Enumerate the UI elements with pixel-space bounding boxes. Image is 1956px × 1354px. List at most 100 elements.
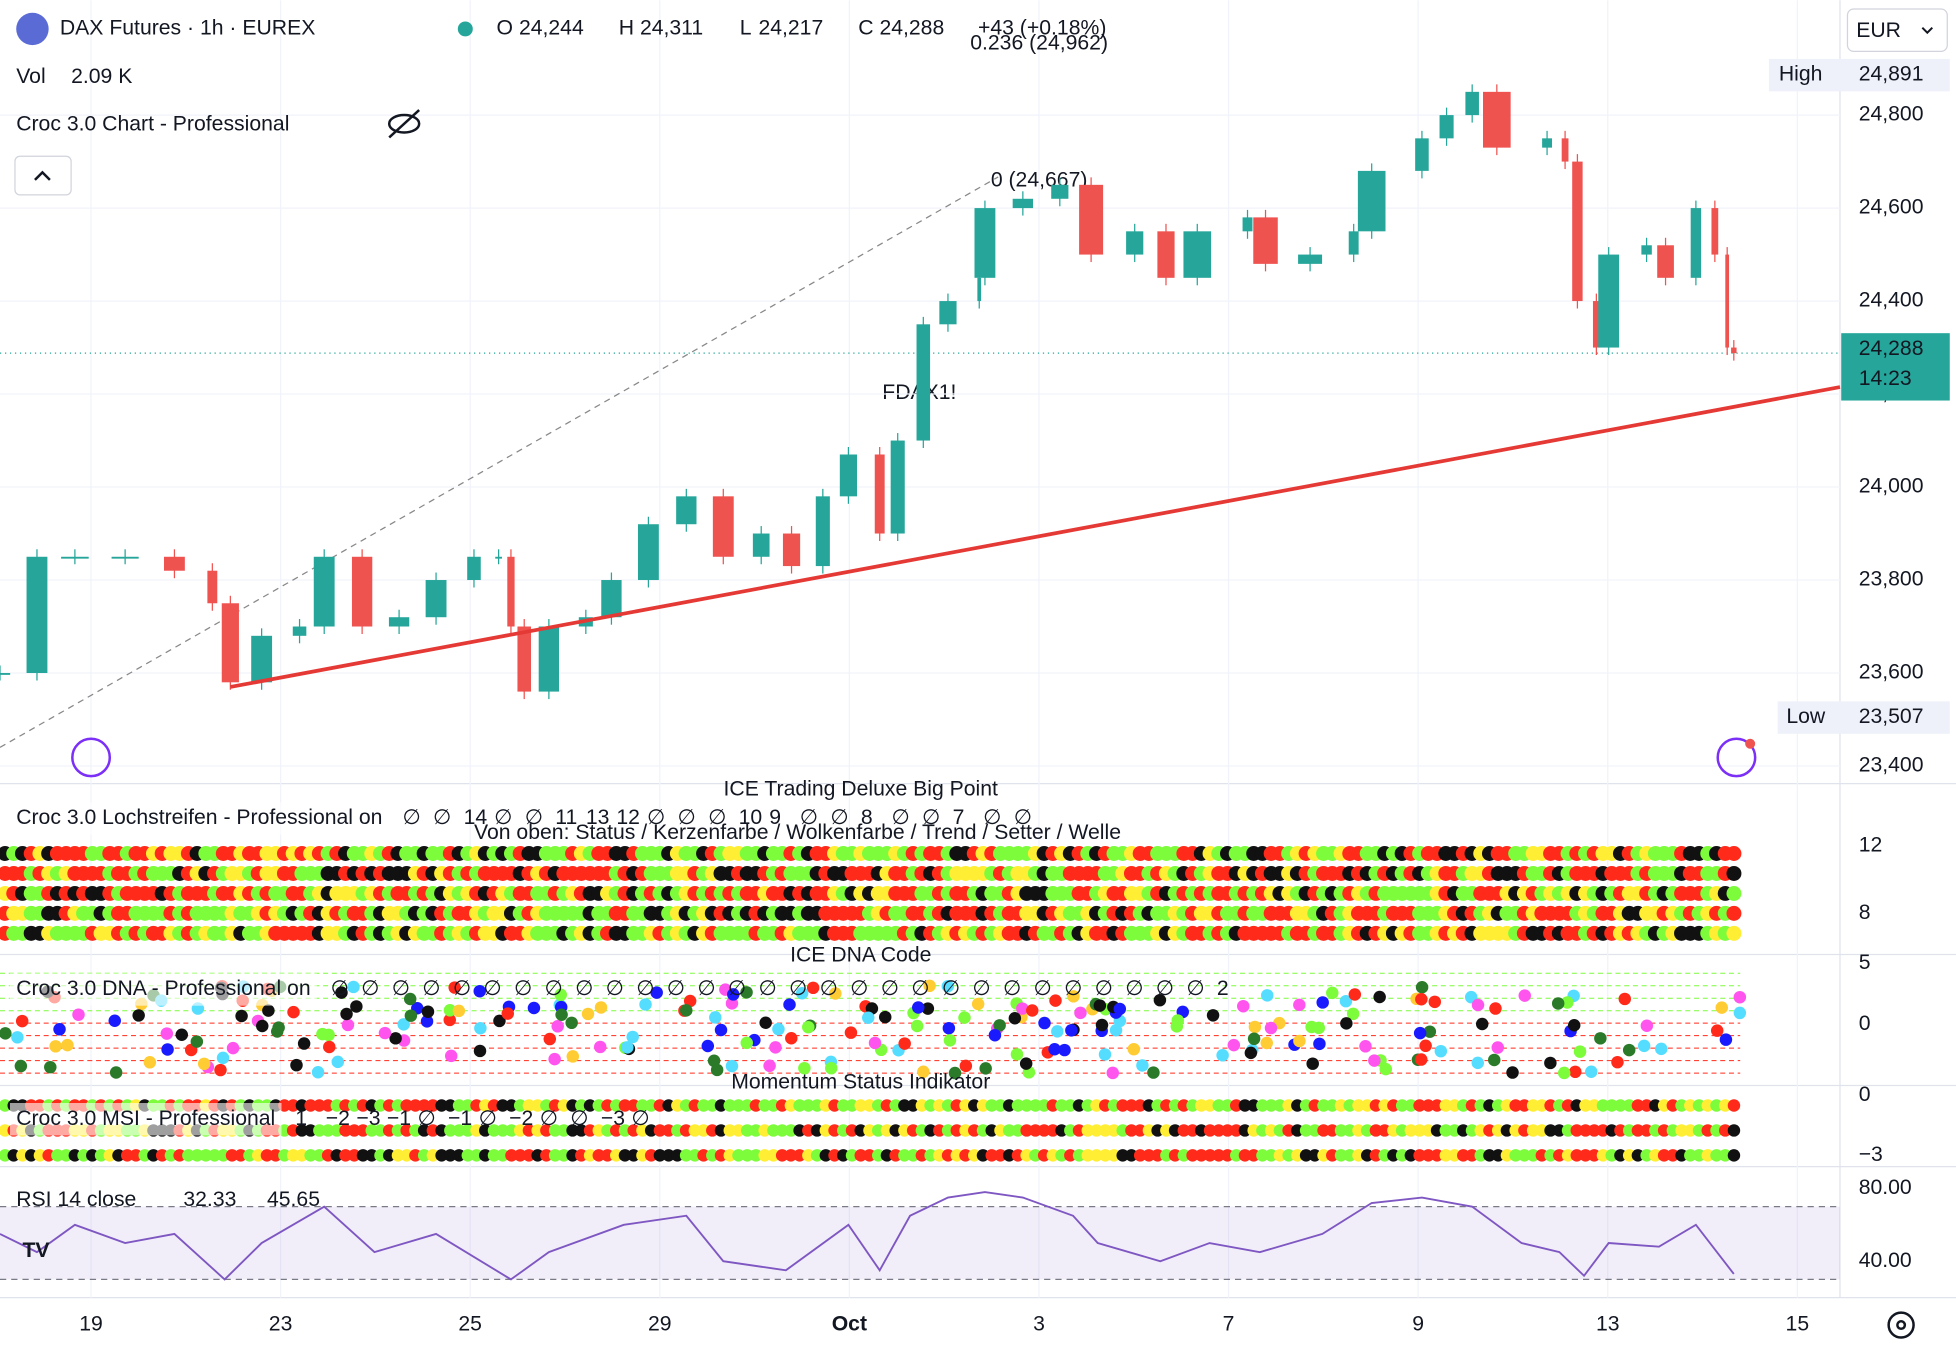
hide-icon[interactable] — [387, 109, 421, 139]
strip-dot — [1561, 1149, 1575, 1162]
strip-dot — [505, 1099, 518, 1112]
strip-dot — [1614, 1124, 1627, 1137]
strip-dot — [1631, 1124, 1645, 1137]
dna-dot — [710, 1063, 724, 1077]
strip-dot — [749, 1099, 763, 1112]
strip-dot — [330, 1099, 344, 1112]
strip-dot — [1718, 1124, 1732, 1137]
candle — [1439, 115, 1454, 139]
strip-dot — [33, 1149, 47, 1162]
dna-dot — [806, 981, 820, 995]
replay-button[interactable] — [71, 737, 112, 778]
strip-dot — [810, 1099, 824, 1112]
symbol[interactable]: DAX Futures · 1h · EUREX — [60, 17, 316, 40]
strip-dot — [933, 1099, 946, 1112]
panel-token: ∅ — [483, 977, 501, 1000]
collapse-button[interactable] — [14, 155, 72, 196]
panel-token: 1 — [295, 1107, 307, 1130]
strip-dot — [77, 1149, 90, 1162]
strip-dot — [636, 1099, 649, 1112]
strip-dot — [1203, 1099, 1217, 1112]
strip-dot — [304, 1124, 317, 1137]
strip-dot — [1107, 1149, 1121, 1162]
strip-dot — [697, 1099, 710, 1112]
candle — [425, 580, 447, 618]
candle — [111, 556, 139, 559]
strip-dot — [985, 1124, 998, 1137]
strip-dot — [706, 1149, 719, 1162]
dna-dot — [621, 1041, 634, 1054]
strip-dot — [1448, 1099, 1461, 1112]
strip-dot — [164, 1149, 178, 1162]
strip-dot — [732, 1149, 745, 1162]
currency-button[interactable] — [1846, 8, 1948, 53]
strip-dot — [1726, 885, 1742, 901]
strip-dot — [1684, 1124, 1697, 1137]
dna-dot — [942, 1021, 956, 1035]
strip-dot — [1710, 1149, 1723, 1162]
strip-dot — [1037, 1124, 1051, 1137]
strip-dot — [1395, 1099, 1409, 1112]
strip-dot — [540, 1149, 553, 1162]
strip-dot — [348, 1124, 361, 1137]
strip-dot — [941, 1124, 955, 1137]
strip-dot — [1579, 1124, 1592, 1137]
candle — [292, 626, 307, 636]
strip-dot — [112, 1149, 125, 1162]
strip-dot — [1002, 1149, 1016, 1162]
panel-tick-label: 5 — [1859, 951, 1871, 974]
strip-dot — [1631, 1099, 1645, 1112]
strip-dot — [1439, 1099, 1453, 1112]
strip-dot — [592, 1149, 606, 1162]
dna-dot — [921, 1002, 935, 1015]
candle — [163, 556, 185, 571]
strip-dot — [610, 1149, 623, 1162]
settings-icon[interactable] — [1887, 1311, 1915, 1339]
dna-dot — [941, 980, 955, 993]
dna-dot — [759, 1016, 772, 1029]
strip-dot — [1221, 1149, 1234, 1162]
strip-dot — [871, 1099, 885, 1112]
panel-token: ∅ — [402, 806, 420, 829]
dna-dot — [1413, 1026, 1427, 1040]
strip-dot — [51, 1149, 64, 1162]
dna-dot — [1261, 989, 1274, 1002]
dna-dot — [1475, 1017, 1489, 1031]
strip-dot — [1064, 1149, 1077, 1162]
alert-button[interactable] — [1716, 737, 1757, 778]
panel-token: ∅ — [606, 977, 624, 1000]
dna-dot — [72, 1008, 85, 1021]
symbol-logo[interactable] — [16, 12, 49, 46]
strip-dot — [1151, 1124, 1164, 1137]
strip-dot — [985, 1099, 998, 1112]
strip-dot — [1264, 1099, 1278, 1112]
x-tick-label: 9 — [1412, 1313, 1424, 1336]
trendline — [230, 385, 1841, 689]
strip-dot — [1526, 1099, 1540, 1112]
dna-dot — [1093, 999, 1107, 1012]
strip-dot — [1474, 1124, 1487, 1137]
strip-dot — [1020, 1124, 1033, 1137]
dna-dot — [1051, 1025, 1064, 1038]
strip-dot — [1605, 1149, 1618, 1162]
dna-dot — [878, 1010, 892, 1024]
panel-token: ∅ — [667, 977, 685, 1000]
panel-token: ∅ — [891, 806, 909, 829]
strip-dot — [1448, 1124, 1461, 1137]
strip-dot — [1273, 1149, 1287, 1162]
o-label: O — [496, 17, 512, 40]
strip-dot — [444, 1124, 457, 1137]
dna-dot — [829, 987, 842, 1000]
strip-dot — [1491, 1099, 1505, 1112]
dna-dot — [1655, 1042, 1668, 1056]
panel-token: ∅ — [545, 977, 563, 1000]
y-tick-label: 24,800 — [1859, 103, 1924, 126]
strip-dot — [749, 1124, 763, 1137]
strip-dot — [653, 1149, 667, 1162]
strip-dot — [435, 1149, 448, 1162]
x-tick-label: 15 — [1786, 1313, 1810, 1336]
strip-dot — [1090, 1124, 1103, 1137]
strip-dot — [968, 1124, 981, 1137]
strip-dot — [828, 1124, 841, 1137]
